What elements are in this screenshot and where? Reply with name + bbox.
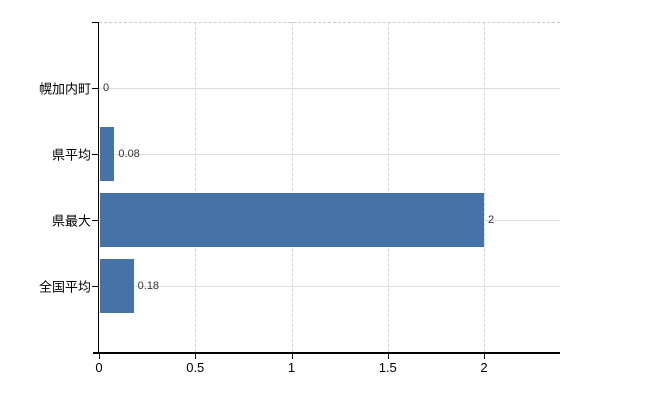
category-label: 全国平均 <box>38 279 91 295</box>
x-axis-tick-label: 1.5 <box>378 360 397 375</box>
bar-value-label: 2 <box>488 214 495 226</box>
x-axis-tick <box>195 353 197 359</box>
gridline-horizontal <box>99 88 560 89</box>
x-axis-tick-label: 0.5 <box>186 360 205 375</box>
gridline-vertical <box>484 22 485 352</box>
gridline-vertical <box>195 22 197 352</box>
bar-value-label: 0.18 <box>137 280 160 292</box>
gridline-vertical <box>387 22 389 352</box>
gridline-vertical <box>291 22 293 352</box>
y-axis <box>97 22 99 352</box>
y-axis-tick <box>92 154 98 155</box>
gridline-horizontal <box>99 154 560 155</box>
x-axis-tick <box>291 353 293 359</box>
x-axis-tick <box>99 353 100 359</box>
x-axis <box>93 352 560 354</box>
y-axis-tick <box>92 88 98 89</box>
category-label: 県最大 <box>51 213 91 229</box>
y-axis-tick <box>92 286 98 287</box>
y-axis-tick <box>92 22 98 23</box>
y-axis-tick <box>92 220 98 221</box>
x-axis-tick <box>387 353 389 359</box>
x-axis-tick <box>484 353 485 359</box>
horizontal-bar <box>100 127 115 181</box>
x-axis-tick-label: 1 <box>287 360 296 375</box>
category-label: 幌加内町 <box>38 81 91 97</box>
horizontal-bar <box>100 259 134 313</box>
bar-value-label: 0.08 <box>118 148 140 160</box>
category-label: 県平均 <box>51 147 91 163</box>
bar-value-label: 0 <box>103 82 110 94</box>
plot-top-border <box>99 22 560 23</box>
horizontal-bar <box>100 193 484 247</box>
x-axis-tick-label: 0 <box>95 360 103 375</box>
gridline-horizontal <box>99 286 560 287</box>
x-axis-tick-label: 2 <box>480 360 488 375</box>
